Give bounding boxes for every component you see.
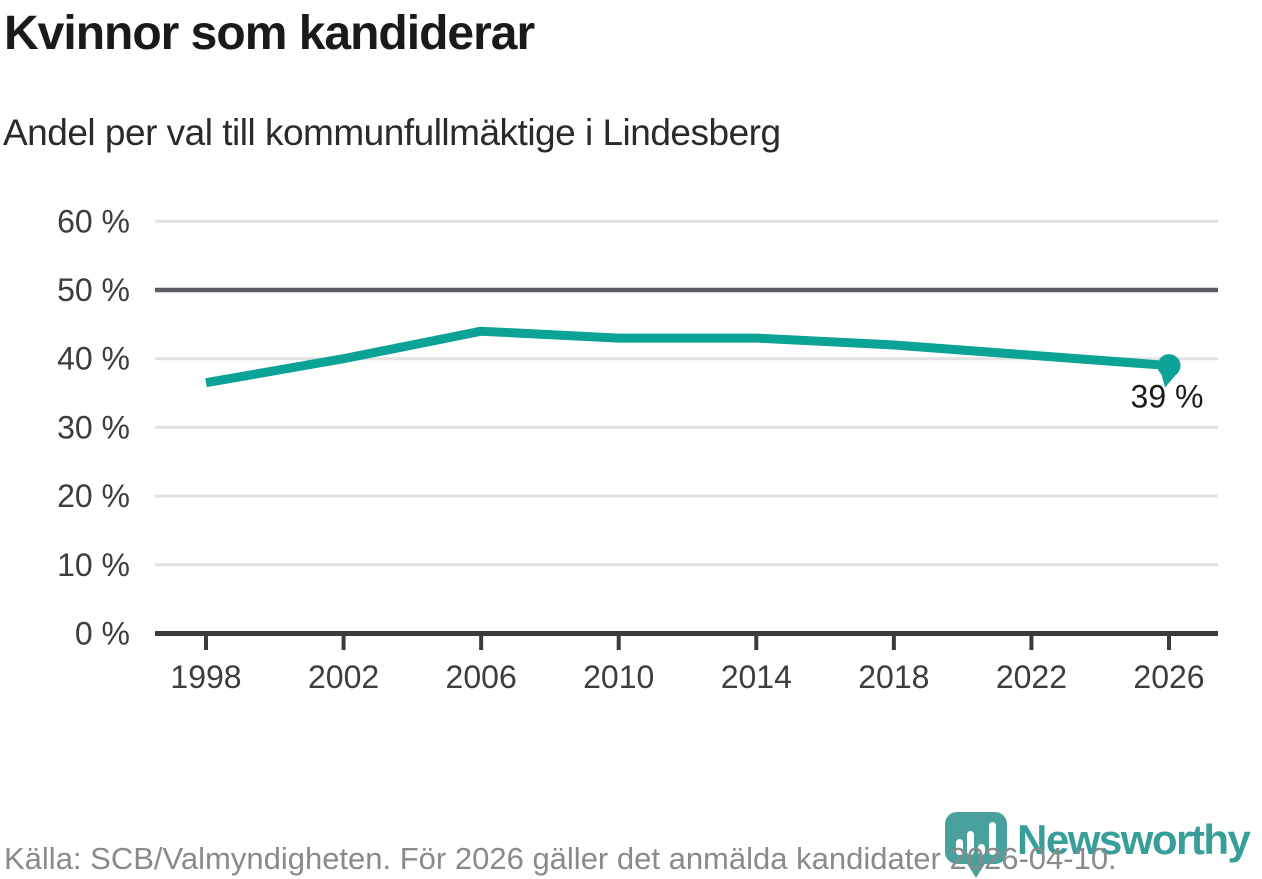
y-axis-label: 0 % (75, 616, 130, 652)
end-point-label: 39 % (1131, 379, 1204, 415)
source-note: Källa: SCB/Valmyndigheten. För 2026 gäll… (4, 841, 1117, 876)
y-axis-label: 30 % (57, 409, 130, 445)
data-line (205, 326, 1170, 388)
newsworthy-logo: Newsworthy (944, 812, 1251, 878)
x-axis-label: 2006 (446, 659, 517, 695)
x-axis-label: 1998 (170, 659, 241, 695)
newsworthy-wordmark: Newsworthy (1017, 816, 1251, 863)
x-axis-label: 2002 (308, 659, 379, 695)
y-axis-label: 60 % (57, 203, 130, 239)
chart-subtitle: Andel per val till kommunfullmäktige i L… (3, 112, 781, 153)
y-axis-label: 10 % (57, 547, 130, 583)
y-axis-label: 40 % (57, 341, 130, 377)
y-axis-label: 20 % (57, 478, 130, 514)
x-axis-label: 2022 (996, 659, 1067, 695)
y-axis-label: 50 % (57, 272, 130, 308)
x-axis-label: 2026 (1133, 659, 1204, 695)
chart-title: Kvinnor som kandiderar (4, 7, 535, 60)
x-axis-label: 2018 (858, 659, 929, 695)
x-axis-label: 2014 (721, 659, 792, 695)
end-point (1157, 354, 1181, 378)
newsworthy-pin-barchart-icon (945, 812, 1007, 878)
x-axis-label: 2010 (583, 659, 654, 695)
